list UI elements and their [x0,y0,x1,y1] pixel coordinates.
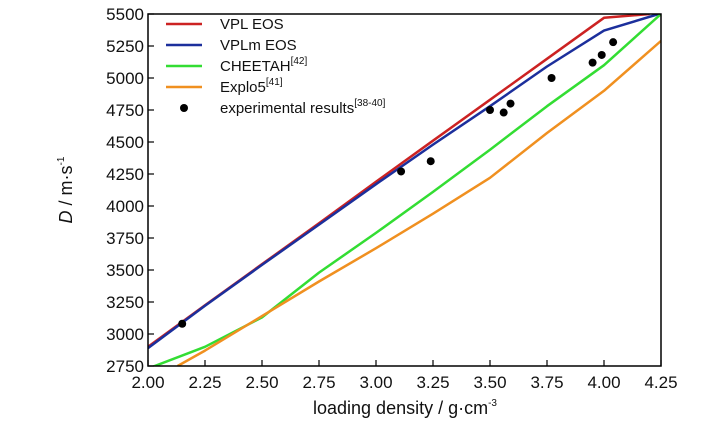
y-tick-label: 2750 [106,357,144,376]
y-tick-label: 4500 [106,133,144,152]
x-tick-label: 3.25 [416,373,449,392]
x-tick-label: 3.50 [473,373,506,392]
x-axis-title-text: loading density / g·cm [313,398,488,418]
experimental-point [397,167,406,176]
y-tick-label: 4000 [106,197,144,216]
y-tick-label: 5000 [106,69,144,88]
series-line-4 [176,39,661,366]
legend-label: Explo5[41] [220,77,283,96]
legend-swatch [180,104,188,112]
x-tick-label: 3.75 [530,373,563,392]
plot-frame [147,13,662,367]
y-tick-label: 4750 [106,101,144,120]
x-tick-label: 2.75 [302,373,335,392]
experimental-point [597,50,606,59]
experimental-point [426,157,435,166]
experimental-point [588,58,597,67]
y-axis-title-text: / m·s [56,165,76,210]
experimental-point [547,74,556,82]
legend-label-text: VPLm EOS [220,37,297,54]
legend-label-text: CHEETAH [220,58,291,75]
x-axis-ticks: 2.00 2.25 2.50 2.75 3.00 3.25 3.50 3.75 4.00 4.25 [131,360,678,392]
y-tick-label: 3250 [106,293,144,312]
x-tick-label: 4.00 [587,373,620,392]
y-tick-label: 3500 [106,261,144,280]
y-axis-title-symbol: D [56,210,76,223]
legend-label-text: VPL EOS [220,16,284,33]
legend-label: VPLm EOS [220,37,297,54]
experimental-point [499,108,508,117]
x-tick-label: 2.00 [131,373,164,392]
y-tick-label: 3000 [106,325,144,344]
y-axis-ticks: 2750 3000 3250 3500 3750 4000 4250 4500 4750 5000… [106,5,154,376]
legend-label: experimental results[38-40] [220,98,386,117]
experimental-point [178,319,187,328]
legend-label-text: Explo5 [220,79,266,96]
legend-label: VPL EOS [220,16,284,33]
x-axis-title: loading density / g·cm-3 [313,398,497,418]
experimental-point [506,99,515,108]
legend-label-text: experimental results [220,100,354,117]
y-tick-label: 4250 [106,165,144,184]
legend-label-citation: [38-40] [354,98,385,109]
plot-series [148,14,661,366]
y-tick-label: 3750 [106,229,144,248]
legend-label-citation: [41] [266,77,283,88]
legend: VPL EOS VPLm EOS CHEETAH[42] Explo5[41] expe… [166,16,386,117]
experimental-point [486,106,494,114]
x-tick-label: 3.00 [359,373,392,392]
y-tick-label: 5250 [106,37,144,56]
legend-label: CHEETAH[42] [220,56,307,75]
x-axis-title-superscript: -3 [488,398,497,409]
x-tick-label: 2.25 [188,373,221,392]
y-tick-label: 5500 [106,5,144,24]
experimental-point [609,38,618,47]
x-tick-label: 4.25 [644,373,677,392]
y-axis-title: D / m·s-1 [56,156,76,223]
series-line-2 [148,14,660,350]
y-axis-title-superscript: -1 [56,156,67,165]
x-tick-label: 2.50 [245,373,278,392]
legend-label-citation: [42] [291,56,308,67]
